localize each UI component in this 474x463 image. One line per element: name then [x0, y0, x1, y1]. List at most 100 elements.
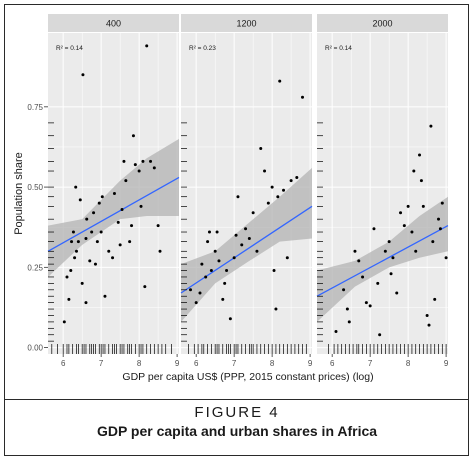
y-axis-label: Population share	[13, 152, 25, 235]
x-tick-label: 9	[308, 359, 313, 368]
data-point	[194, 301, 198, 305]
figure-label: FIGURE 4	[194, 404, 280, 421]
data-point	[99, 230, 103, 234]
data-point	[376, 281, 380, 285]
data-point	[406, 204, 410, 208]
data-point	[97, 201, 101, 205]
data-point	[223, 281, 227, 285]
figure-frame	[4, 4, 469, 456]
data-point	[429, 124, 433, 128]
data-point	[65, 275, 69, 279]
data-point	[95, 240, 99, 244]
data-point	[62, 320, 66, 324]
confidence-band	[317, 196, 448, 322]
figure-caption: GDP per capita and urban shares in Afric…	[96, 423, 378, 439]
data-point	[425, 313, 429, 317]
data-point	[156, 224, 160, 228]
data-point	[92, 211, 96, 215]
data-point	[357, 259, 361, 263]
confidence-band	[48, 138, 179, 277]
facet-strip	[317, 14, 448, 32]
data-point	[414, 249, 418, 253]
faceted-scatter-chart: Population share 0.00 0.25 0.50 0.75 400 R² = …	[13, 14, 449, 383]
data-point	[389, 272, 393, 276]
x-tick-label: 6	[330, 359, 335, 368]
data-point	[364, 301, 368, 305]
data-point	[141, 159, 145, 163]
data-point	[152, 166, 156, 170]
data-point	[402, 224, 406, 228]
data-point	[236, 195, 240, 199]
y-tick-label: 0.75	[27, 103, 43, 112]
data-point	[387, 240, 391, 244]
data-point	[266, 201, 270, 205]
data-point	[410, 230, 414, 234]
data-point	[209, 269, 213, 273]
data-point	[137, 169, 141, 173]
data-point	[295, 175, 299, 179]
data-point	[259, 147, 263, 151]
data-point	[74, 249, 78, 253]
data-point	[116, 220, 120, 224]
data-point	[276, 195, 280, 199]
confidence-band	[181, 167, 312, 322]
data-point	[213, 249, 217, 253]
data-point	[391, 256, 395, 260]
data-point	[255, 249, 259, 253]
data-point	[206, 240, 210, 244]
data-point	[200, 262, 204, 266]
data-point	[103, 294, 107, 298]
data-point	[412, 169, 416, 173]
x-tick-label: 8	[137, 359, 142, 368]
panel-background	[317, 33, 448, 354]
data-point	[301, 95, 305, 99]
data-point	[437, 217, 441, 221]
data-point	[368, 304, 372, 308]
y-tick-label: 0.25	[27, 263, 43, 272]
x-tick-label: 7	[232, 359, 237, 368]
data-point	[90, 230, 94, 234]
data-point	[122, 159, 126, 163]
facet-strip	[48, 14, 179, 32]
data-point	[419, 179, 423, 183]
data-point	[84, 236, 88, 240]
data-point	[204, 275, 208, 279]
data-point	[88, 259, 92, 263]
data-point	[395, 291, 399, 295]
x-tick-label: 6	[194, 359, 199, 368]
data-point	[100, 195, 104, 199]
x-tick-label: 8	[406, 359, 411, 368]
data-point	[133, 163, 137, 167]
data-point	[80, 281, 84, 285]
data-point	[282, 188, 286, 192]
x-tick-label: 6	[61, 359, 66, 368]
data-point	[67, 297, 71, 301]
data-point	[421, 204, 425, 208]
r-squared-label: R² = 0.14	[325, 45, 352, 52]
data-point	[158, 249, 162, 253]
data-point	[438, 227, 442, 231]
data-point	[263, 169, 267, 173]
data-point	[427, 323, 431, 327]
data-point	[93, 262, 97, 266]
x-tick-label: 9	[444, 359, 449, 368]
data-point	[215, 230, 219, 234]
x-tick-label: 8	[270, 359, 275, 368]
x-tick-label: 7	[368, 359, 373, 368]
data-point	[244, 227, 248, 231]
y-tick-label: 0.50	[27, 183, 43, 192]
data-point	[112, 192, 116, 195]
data-point	[361, 275, 365, 279]
data-point	[278, 79, 282, 83]
r-squared-label: R² = 0.23	[189, 45, 216, 52]
data-point	[272, 269, 276, 273]
x-axis-label: GDP per capita US$ (PPP, 2015 constant p…	[122, 371, 373, 383]
data-point	[418, 153, 422, 157]
data-point	[270, 185, 274, 189]
data-point	[128, 240, 132, 244]
data-point	[85, 217, 89, 221]
y-tick-label: 0.00	[27, 344, 43, 353]
data-point	[440, 201, 444, 205]
x-tick-label: 7	[99, 359, 104, 368]
data-point	[76, 240, 80, 244]
